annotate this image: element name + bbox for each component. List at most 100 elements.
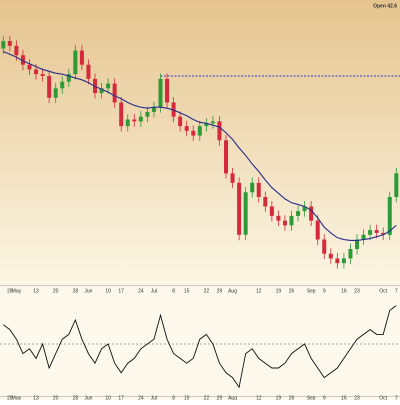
x-tick-label: May [12,395,22,400]
candle-body [296,211,301,216]
x-tick-label: 7 [395,395,398,400]
x-tick-label: 20 [53,288,59,294]
x-tick-label: 17 [118,395,124,400]
candle-body [158,78,163,108]
candle-body [106,83,111,89]
price-pane [0,0,400,285]
x-tick-label: 22 [204,395,210,400]
x-tick-label: 8 [172,395,175,400]
candle-body [7,41,12,46]
candle-body [341,258,346,264]
header: Open 42.6 [373,3,397,9]
x-tick-label: 28 [7,395,13,400]
candle-body [178,116,183,127]
candle-body [145,111,150,117]
candle-body [237,182,242,235]
x-tick-label: 9 [323,288,326,294]
x-tick-label: Aug [228,395,237,400]
candle-body [40,74,45,77]
x-tick-label: 10 [105,288,111,294]
x-tick-label: 15 [184,288,190,294]
candle-body [374,230,379,233]
candle-body [282,220,287,226]
candle-body [224,140,228,174]
x-tick-label: Sep [307,395,316,400]
candle-body [348,248,353,259]
candle-body [309,206,314,221]
candle-body [263,197,268,207]
x-tick-label: 29 [217,288,223,294]
candle-body [27,64,32,70]
x-tick-label: 13 [33,288,39,294]
candle-body [20,55,25,65]
x-tick-label: 16 [341,288,347,294]
candle-body [34,69,39,75]
x-tick-label: 8 [172,288,175,294]
x-tick-label: 28 [7,288,13,294]
x-tick-label: 26 [289,395,295,400]
x-tick-label: 26 [289,288,295,294]
candle-body [197,126,202,136]
candle-body [394,173,399,197]
candle-body [217,121,222,141]
candle-body [368,230,373,235]
candle-body [53,88,58,98]
x-tick-label: 10 [105,395,111,400]
x-tick-label: Jun [84,288,92,294]
candle-body [132,119,137,122]
x-tick-label: 17 [118,288,124,294]
x-tick-label: Oct [379,288,387,294]
candle-body [256,182,261,197]
x-tick-label: 13 [33,395,39,400]
x-tick-label: 9 [323,395,326,400]
x-tick-label: 29 [217,395,223,400]
x-tick-label: Jul [151,395,157,400]
candle-body [99,88,104,94]
x-tick-label: Jul [151,288,157,294]
x-tick-label: May [12,288,22,294]
candle-body [66,74,71,82]
x-tick-label: Sep [307,288,316,294]
candle-body [112,83,117,103]
candle-body [243,192,248,235]
candle-body [210,121,215,124]
candle-body [184,126,189,131]
x-tick-label: 16 [341,395,347,400]
candle-body [125,119,130,127]
candle-body [322,239,327,254]
candle-body [328,253,333,259]
x-tick-label: 7 [395,288,398,294]
x-tick-label: 28 [73,288,79,294]
candle-body [381,232,386,235]
x-tick-label: Aug [228,288,237,294]
candle-body [138,116,143,122]
candle-body [230,173,235,183]
candle-body [276,215,281,221]
candle-body [79,50,84,65]
x-tick-label: 12 [256,288,262,294]
candle-body [14,45,19,56]
candle-body [269,206,274,216]
candle-body [86,64,91,79]
candle-body [204,123,209,127]
candle-body [361,234,366,240]
moving-average [3,50,397,242]
candle-body [151,107,156,112]
candle-body [165,78,170,103]
x-tick-label: 19 [276,288,282,294]
x-tick-label: Oct [379,395,387,400]
x-tick-label: Jun [84,395,92,400]
x-tick-label: 20 [53,395,59,400]
x-tick-label: 24 [138,288,144,294]
candle-body [1,41,6,49]
candle-body [191,130,196,136]
x-tick-label: 24 [138,395,144,400]
candle-body [387,197,392,235]
oscillator-pane [0,285,400,400]
candle-body [250,182,255,193]
candle-body [119,102,124,127]
oscillator-line [3,305,397,389]
candle-body [47,76,52,98]
candle-body [315,220,320,240]
